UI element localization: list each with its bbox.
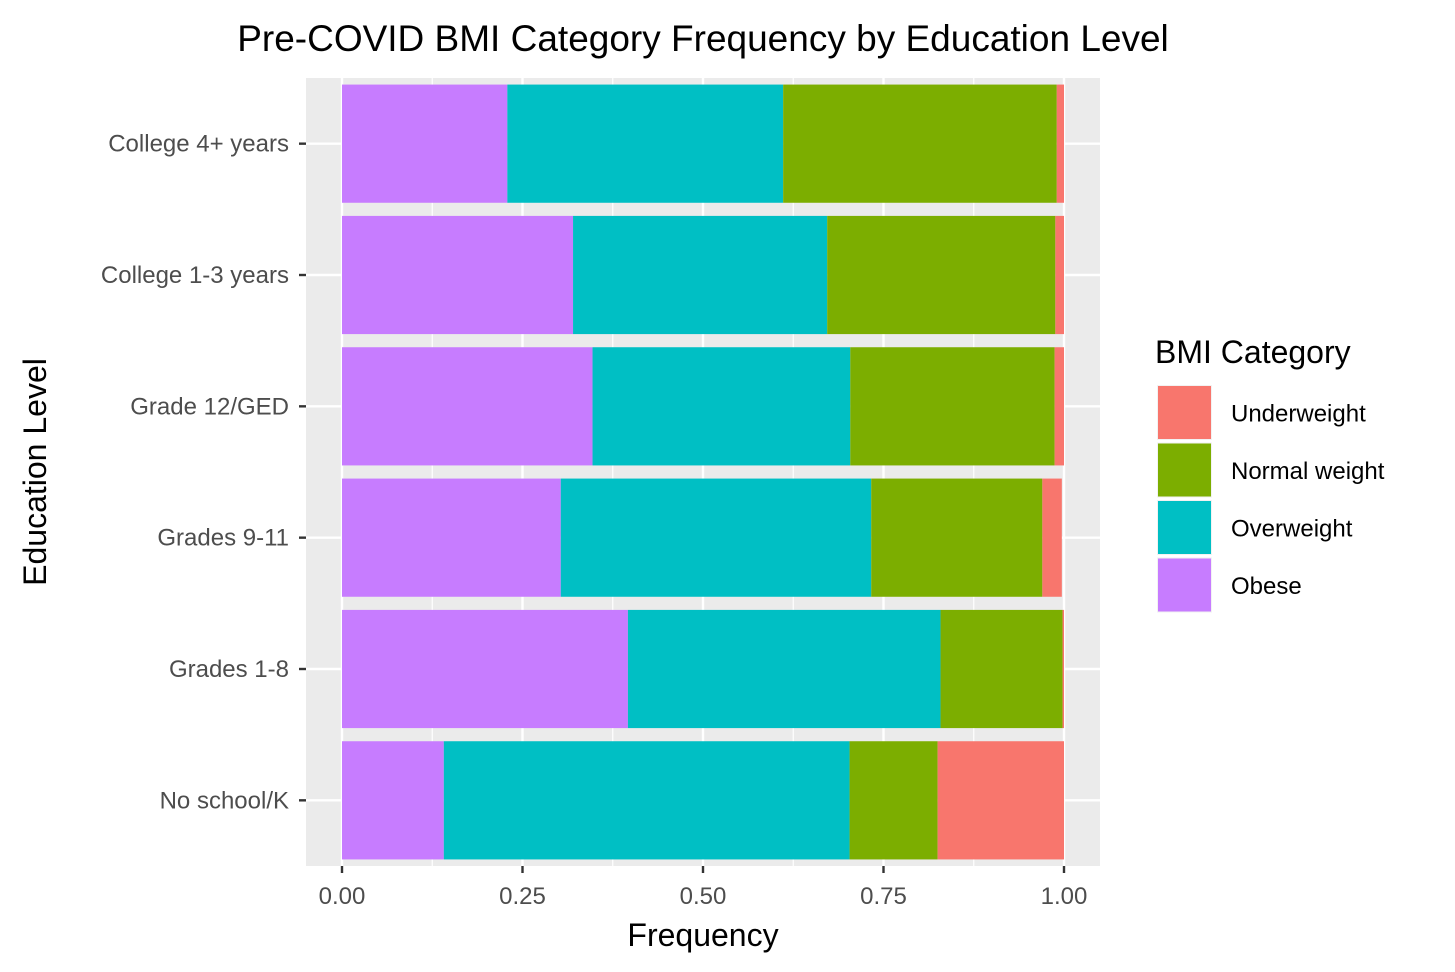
legend: BMI Category Underweight Normal weight Ove…	[1155, 334, 1385, 613]
bars	[342, 84, 1064, 860]
bar-normal-weight	[827, 215, 1056, 335]
bar-underweight	[1054, 347, 1064, 466]
x-tick-label: 1.00	[1041, 883, 1088, 910]
bar-obese	[342, 84, 508, 203]
bar-normal-weight	[940, 609, 1063, 729]
bar-obese	[342, 215, 574, 335]
bar-obese	[342, 609, 628, 729]
chart-title: Pre-COVID BMI Category Frequency by Educ…	[237, 18, 1169, 59]
x-axis-title: Frequency	[627, 917, 778, 953]
x-tick-label: 0.75	[860, 883, 907, 910]
bar-overweight	[592, 347, 851, 466]
y-axis: No school/K Grades 1-8 Grades 9-11 Grade 12…	[101, 131, 306, 814]
y-tick-label: Grade 12/GED	[130, 393, 289, 420]
legend-swatch-normal-weight	[1158, 443, 1211, 497]
y-tick-label: College 1-3 years	[101, 262, 289, 289]
x-axis: 0.00 0.25 0.50 0.75 1.00	[319, 866, 1088, 910]
bar-obese	[342, 741, 444, 860]
legend-label-overweight: Overweight	[1231, 516, 1353, 543]
x-tick-label: 0.50	[680, 883, 727, 910]
legend-label-obese: Obese	[1231, 573, 1302, 600]
legend-title: BMI Category	[1155, 334, 1351, 370]
y-tick-label: College 4+ years	[108, 131, 289, 158]
bar-normal-weight	[850, 347, 1055, 466]
y-axis-title: Education Level	[17, 358, 53, 586]
bar-underweight	[1056, 84, 1064, 203]
legend-swatch-obese	[1158, 558, 1211, 612]
bar-underweight	[1062, 609, 1064, 729]
legend-swatch-underweight	[1158, 386, 1211, 439]
bar-overweight	[507, 84, 784, 203]
bar-overweight	[573, 215, 828, 335]
y-tick-label: No school/K	[160, 787, 289, 814]
bar-overweight	[627, 609, 941, 729]
x-tick-label: 0.25	[499, 883, 546, 910]
bar-underweight	[937, 741, 1064, 860]
legend-label-underweight: Underweight	[1231, 401, 1366, 428]
legend-swatch-overweight	[1158, 501, 1211, 554]
bar-normal-weight	[871, 478, 1043, 597]
y-tick-label: Grades 9-11	[157, 525, 289, 552]
bar-underweight	[1055, 215, 1064, 335]
y-tick-label: Grades 1-8	[169, 656, 289, 683]
legend-label-normal-weight: Normal weight	[1231, 458, 1385, 485]
bar-overweight	[443, 741, 850, 860]
bar-overweight	[560, 478, 872, 597]
bar-underweight	[1042, 478, 1062, 597]
bar-normal-weight	[849, 741, 938, 860]
bar-normal-weight	[783, 84, 1057, 203]
bar-obese	[342, 347, 593, 466]
bar-obese	[342, 478, 561, 597]
x-tick-label: 0.00	[319, 883, 366, 910]
